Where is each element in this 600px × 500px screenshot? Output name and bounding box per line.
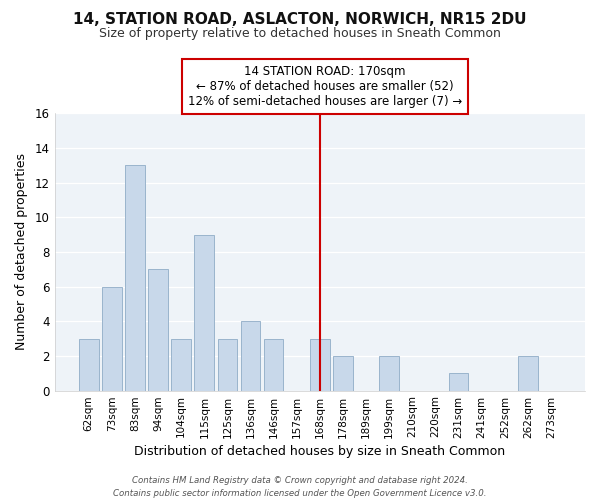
X-axis label: Distribution of detached houses by size in Sneath Common: Distribution of detached houses by size … bbox=[134, 444, 505, 458]
Bar bbox=[148, 269, 168, 390]
Text: 14 STATION ROAD: 170sqm
← 87% of detached houses are smaller (52)
12% of semi-de: 14 STATION ROAD: 170sqm ← 87% of detache… bbox=[188, 64, 463, 108]
Bar bbox=[218, 338, 237, 390]
Bar bbox=[102, 286, 122, 391]
Text: Size of property relative to detached houses in Sneath Common: Size of property relative to detached ho… bbox=[99, 28, 501, 40]
Bar bbox=[241, 321, 260, 390]
Text: 14, STATION ROAD, ASLACTON, NORWICH, NR15 2DU: 14, STATION ROAD, ASLACTON, NORWICH, NR1… bbox=[73, 12, 527, 28]
Bar bbox=[518, 356, 538, 390]
Bar bbox=[79, 338, 98, 390]
Bar bbox=[125, 165, 145, 390]
Bar bbox=[333, 356, 353, 390]
Bar bbox=[379, 356, 399, 390]
Bar bbox=[194, 234, 214, 390]
Bar bbox=[264, 338, 283, 390]
Y-axis label: Number of detached properties: Number of detached properties bbox=[15, 154, 28, 350]
Bar bbox=[449, 373, 469, 390]
Bar bbox=[310, 338, 330, 390]
Text: Contains HM Land Registry data © Crown copyright and database right 2024.
Contai: Contains HM Land Registry data © Crown c… bbox=[113, 476, 487, 498]
Bar bbox=[172, 338, 191, 390]
